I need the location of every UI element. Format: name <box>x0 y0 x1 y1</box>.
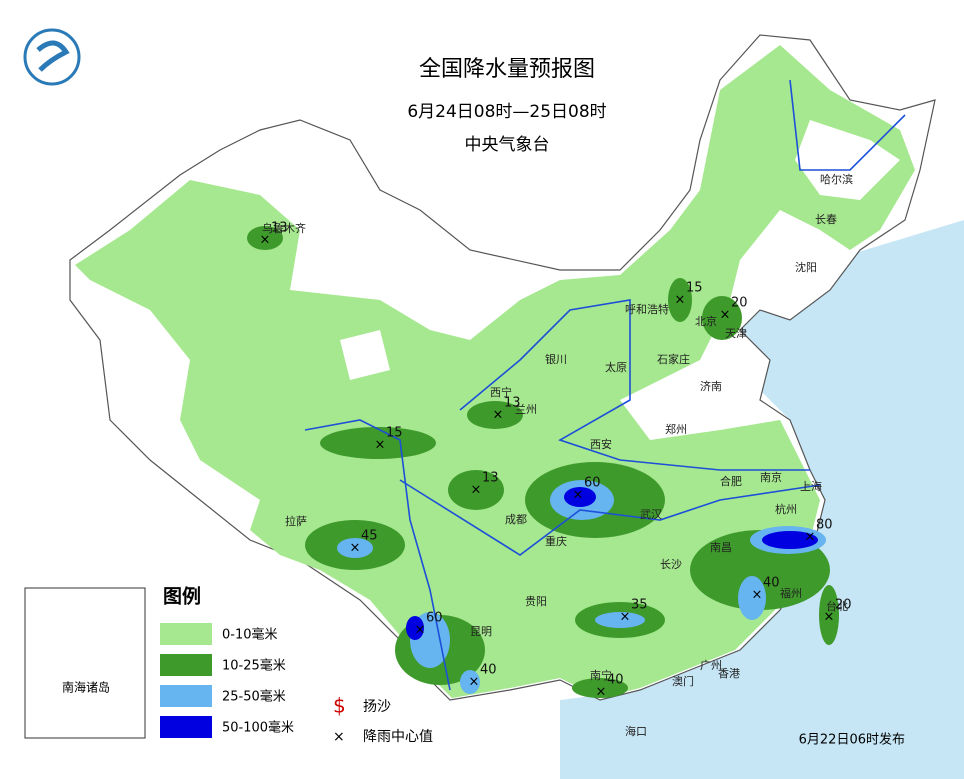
center-value: 80 <box>816 518 833 533</box>
city-label: 呼和浩特 <box>625 302 669 316</box>
center-value: 40 <box>480 663 497 678</box>
city-label: 郑州 <box>665 422 687 436</box>
center-mark: × <box>805 530 816 545</box>
center-value: 15 <box>686 281 703 296</box>
city-label: 兰州 <box>515 403 537 416</box>
city-label: 合肥 <box>720 474 742 488</box>
rain-centers: ×13×15×20×13×15×13×60×45 ×80×40×35×60×40×… <box>260 221 852 700</box>
legend-center: 降雨中心值 <box>363 729 433 745</box>
rain-10-25 <box>247 226 839 698</box>
city-label: 南昌 <box>710 541 732 554</box>
inset-label: 南海诸岛 <box>62 680 110 695</box>
city-label: 福州 <box>780 586 802 600</box>
rain-0-10 <box>75 45 915 698</box>
center-value: 35 <box>631 598 648 613</box>
city-label: 重庆 <box>545 534 567 548</box>
center-value: 60 <box>426 611 443 626</box>
city-label: 济南 <box>700 379 722 393</box>
center-value: 15 <box>386 426 403 441</box>
legend: 0-10毫米 10-25毫米 25-50毫米 50-100毫米 <box>160 623 294 738</box>
center-value: 20 <box>835 598 852 613</box>
city-label: 南宁 <box>590 668 612 682</box>
logo <box>23 28 81 86</box>
center-mark: × <box>493 408 504 423</box>
city-label: 太原 <box>605 361 627 374</box>
city-label: 台北 <box>826 599 848 613</box>
center-value: 13 <box>271 221 288 236</box>
period: 6月24日08时—25日08时 <box>407 102 606 122</box>
city-label: 武汉 <box>640 508 662 521</box>
city-label: 广州 <box>700 659 722 672</box>
center-mark: × <box>675 293 686 308</box>
area <box>75 45 915 698</box>
release: 6月22日06时发布 <box>799 732 905 748</box>
center-mark: × <box>375 438 386 453</box>
city-label: 海口 <box>625 724 647 738</box>
center-value: 20 <box>731 296 748 311</box>
city-label: 澳门 <box>672 674 694 688</box>
city-label: 乌鲁木齐 <box>262 221 306 235</box>
legend-label: 25-50毫米 <box>222 689 286 705</box>
center-mark: × <box>596 685 607 700</box>
center-mark: × <box>720 308 731 323</box>
sea <box>560 220 964 779</box>
legend-label: 50-100毫米 <box>222 720 294 736</box>
center-mark: × <box>469 675 480 690</box>
center-mark: × <box>260 233 271 248</box>
center-value: 40 <box>763 576 780 591</box>
city-label: 成都 <box>505 513 527 526</box>
center-value: 45 <box>361 529 378 544</box>
center-value: 13 <box>482 471 499 486</box>
center-mark: × <box>573 488 584 503</box>
legend-swatch <box>160 716 212 738</box>
city-label: 长沙 <box>660 558 682 571</box>
rivers <box>304 79 906 691</box>
center-value: 60 <box>584 476 601 491</box>
legend-title: 图例 <box>163 585 201 608</box>
city-label: 天津 <box>725 327 747 340</box>
center-value: 13 <box>504 396 521 411</box>
legend-label: 10-25毫米 <box>222 658 286 674</box>
city-label: 西宁 <box>490 385 512 399</box>
city-label: 昆明 <box>470 625 492 638</box>
city-label: 拉萨 <box>285 514 307 528</box>
agency: 中央气象台 <box>465 135 550 155</box>
city-label: 杭州 <box>775 502 797 516</box>
city-label: 石家庄 <box>657 352 690 366</box>
inset-box <box>24 587 146 739</box>
legend-sand: 扬沙 <box>363 699 391 715</box>
center-mark: × <box>471 483 482 498</box>
city-label: 长春 <box>815 213 837 226</box>
city-label: 上海 <box>800 479 822 493</box>
center-mark: × <box>620 610 631 625</box>
city-label: 南京 <box>760 470 782 484</box>
legend-swatch <box>160 623 212 645</box>
title: 全国降水量预报图 <box>419 57 595 82</box>
city-label: 银川 <box>545 352 567 366</box>
city-label: 哈尔滨 <box>820 172 853 186</box>
legend-swatch <box>160 685 212 707</box>
city-label: 贵阳 <box>525 595 547 608</box>
dry-area <box>795 120 900 200</box>
city-label: 西安 <box>590 437 612 451</box>
center-mark: × <box>350 541 361 556</box>
city-label: 北京 <box>695 314 717 328</box>
logo-mark <box>36 40 70 72</box>
sand-symbol: $ <box>333 694 346 718</box>
legend-swatch <box>160 654 212 676</box>
center-mark: × <box>824 610 835 625</box>
rain-50-100 <box>406 487 818 640</box>
center-symbol: × <box>333 729 345 745</box>
dry-area <box>340 330 390 380</box>
city-label: 香港 <box>718 667 740 680</box>
city-label: 沈阳 <box>795 260 817 274</box>
center-mark: × <box>752 588 763 603</box>
legend-label: 0-10毫米 <box>222 627 278 643</box>
center-value: 40 <box>607 673 624 688</box>
center-mark: × <box>415 623 426 638</box>
